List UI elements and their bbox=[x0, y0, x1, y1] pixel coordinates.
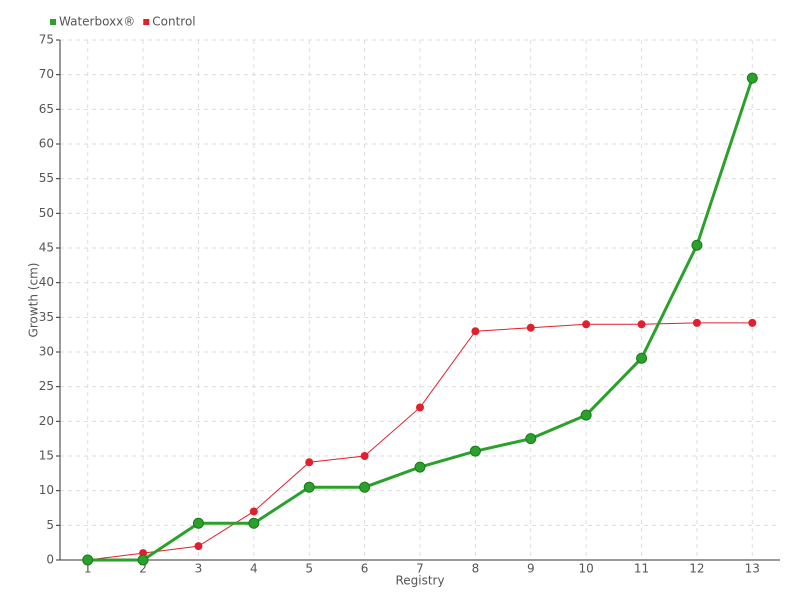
data-point bbox=[526, 323, 535, 332]
y-tick-label: 15 bbox=[39, 449, 54, 463]
data-point bbox=[746, 72, 758, 84]
y-tick-label: 65 bbox=[39, 102, 54, 116]
y-tick-label: 35 bbox=[39, 310, 54, 324]
legend-label: Control bbox=[152, 15, 195, 29]
legend-swatch bbox=[50, 19, 56, 25]
data-point bbox=[748, 318, 757, 327]
data-point bbox=[360, 452, 369, 460]
series-line bbox=[87, 77, 754, 562]
x-tick-label: 6 bbox=[361, 562, 369, 576]
x-tick-label: 8 bbox=[472, 562, 480, 576]
x-tick-label: 11 bbox=[634, 562, 649, 576]
x-tick-label: 13 bbox=[745, 562, 760, 576]
x-tick-label: 12 bbox=[689, 562, 704, 576]
data-point bbox=[469, 445, 481, 457]
x-tick-label: 1 bbox=[84, 562, 92, 576]
data-point bbox=[248, 517, 260, 529]
x-tick-label: 2 bbox=[139, 562, 147, 576]
legend-label: Waterboxx® bbox=[59, 15, 135, 29]
x-tick-label: 3 bbox=[195, 562, 203, 576]
y-tick-label: 10 bbox=[39, 483, 54, 497]
y-tick-label: 25 bbox=[39, 379, 54, 393]
data-point bbox=[580, 409, 592, 421]
y-tick-label: 50 bbox=[39, 206, 54, 220]
x-tick-label: 7 bbox=[416, 562, 424, 576]
data-point bbox=[525, 433, 537, 445]
y-tick-label: 45 bbox=[39, 241, 54, 255]
data-point bbox=[637, 320, 646, 329]
y-tick-label: 60 bbox=[39, 137, 54, 151]
data-point bbox=[137, 554, 149, 566]
legend-swatch bbox=[143, 19, 150, 25]
x-tick-label: 9 bbox=[527, 562, 535, 576]
y-tick-label: 0 bbox=[46, 553, 54, 567]
x-tick-label: 4 bbox=[250, 562, 258, 576]
data-point bbox=[692, 318, 701, 327]
data-point bbox=[249, 507, 258, 516]
x-axis-label: Registry bbox=[395, 574, 444, 588]
y-axis-label: Growth (cm) bbox=[27, 263, 41, 338]
data-point bbox=[582, 320, 591, 329]
data-point bbox=[303, 481, 315, 493]
data-point bbox=[636, 352, 648, 364]
data-point bbox=[82, 554, 94, 566]
data-point bbox=[194, 542, 203, 551]
x-tick-label: 10 bbox=[579, 562, 594, 576]
data-point bbox=[416, 403, 424, 412]
y-tick-label: 40 bbox=[39, 275, 54, 289]
data-point bbox=[691, 239, 703, 251]
y-tick-label: 70 bbox=[39, 67, 54, 81]
y-tick-label: 20 bbox=[39, 414, 54, 428]
y-tick-label: 55 bbox=[39, 171, 54, 185]
data-point bbox=[359, 481, 371, 493]
data-point bbox=[192, 517, 204, 529]
data-point bbox=[414, 461, 426, 473]
y-tick-label: 75 bbox=[39, 33, 54, 47]
y-tick-label: 5 bbox=[46, 518, 54, 532]
data-point bbox=[471, 327, 480, 336]
y-tick-label: 30 bbox=[39, 345, 54, 359]
x-tick-label: 5 bbox=[305, 562, 313, 576]
data-point bbox=[305, 458, 314, 467]
